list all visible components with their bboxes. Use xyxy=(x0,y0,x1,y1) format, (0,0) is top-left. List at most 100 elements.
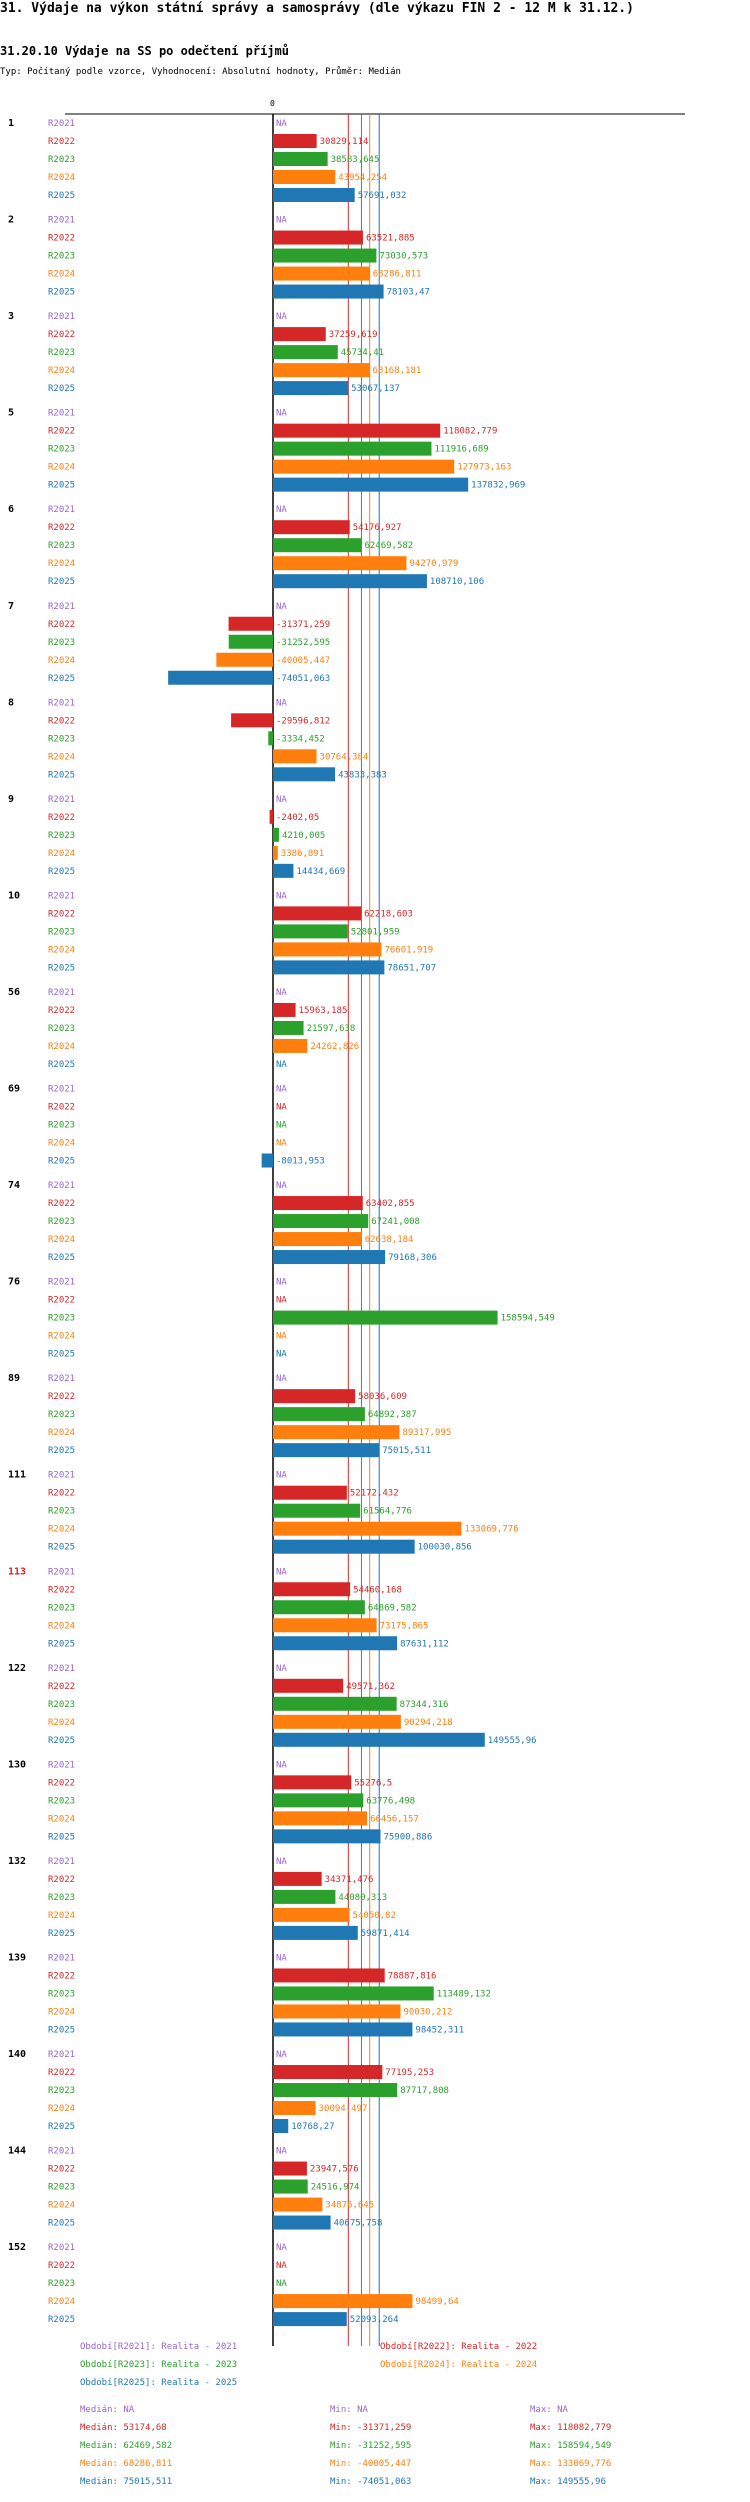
series-label: R2021 xyxy=(48,891,75,901)
series-label: R2023 xyxy=(48,2183,75,2193)
chart-type-line: Typ: Počítaný podle vzorce, Vyhodnocení:… xyxy=(0,67,401,77)
bar xyxy=(273,1696,397,1711)
data-label: 30094,497 xyxy=(319,2104,368,2114)
bar xyxy=(273,538,362,553)
series-label: R2025 xyxy=(48,2315,75,2325)
series-label: R2024 xyxy=(48,1621,75,1631)
na-label: NA xyxy=(276,698,287,708)
na-label: NA xyxy=(276,795,287,805)
data-label: 30829,114 xyxy=(320,137,369,147)
series-label: R2022 xyxy=(48,1585,75,1595)
series-label: R2022 xyxy=(48,1103,75,1113)
bar xyxy=(273,906,362,921)
na-label: NA xyxy=(276,1181,287,1191)
group-label: 69 xyxy=(8,1084,20,1095)
series-label: R2022 xyxy=(48,813,75,823)
legend-stat-median: Medián: 75015,511 xyxy=(80,2477,173,2487)
bar xyxy=(273,2004,401,2019)
data-label: 15963,185 xyxy=(299,1006,348,1016)
series-label: R2022 xyxy=(48,1971,75,1981)
bar xyxy=(273,1038,308,1053)
na-label: NA xyxy=(276,2050,287,2060)
bar xyxy=(273,1443,380,1458)
legend-stat-min: Min: NA xyxy=(330,2405,368,2415)
series-label: R2023 xyxy=(48,638,75,648)
series-label: R2022 xyxy=(48,1682,75,1692)
series-label: R2024 xyxy=(48,270,75,280)
series-label: R2022 xyxy=(48,427,75,437)
series-label: R2022 xyxy=(48,234,75,244)
series-label: R2025 xyxy=(48,1929,75,1939)
data-label: 67241,008 xyxy=(371,1217,420,1227)
bar xyxy=(273,363,370,378)
data-label: 73030,573 xyxy=(379,252,428,262)
series-label: R2024 xyxy=(48,1235,75,1245)
data-label: 52172,432 xyxy=(350,1489,399,1499)
series-label: R2025 xyxy=(48,384,75,394)
data-label: 57691,032 xyxy=(358,191,407,201)
series-label: R2021 xyxy=(48,2243,75,2253)
series-label: R2023 xyxy=(48,252,75,262)
series-label: R2021 xyxy=(48,602,75,612)
data-label: -8013,953 xyxy=(276,1157,325,1167)
data-label: 34876,645 xyxy=(325,2201,374,2211)
series-label: R2024 xyxy=(48,1139,75,1149)
na-label: NA xyxy=(276,2147,287,2157)
bar xyxy=(273,381,349,396)
data-label: -31371,259 xyxy=(276,620,330,630)
series-label: R2022 xyxy=(48,1006,75,1016)
series-label: R2021 xyxy=(48,1664,75,1674)
series-label: R2021 xyxy=(48,1857,75,1867)
series-label: R2023 xyxy=(48,541,75,551)
data-label: 38583,645 xyxy=(331,155,380,165)
data-label: 75015,511 xyxy=(382,1446,431,1456)
series-label: R2025 xyxy=(48,2122,75,2132)
data-label: 75900,886 xyxy=(383,1832,432,1842)
na-label: NA xyxy=(276,312,287,322)
data-label: 79168,306 xyxy=(388,1253,437,1263)
legend-item: Období[R2023]: Realita - 2023 xyxy=(80,2360,238,2370)
legend-stat-median: Medián: 53174,68 xyxy=(80,2423,167,2433)
na-label: NA xyxy=(276,891,287,901)
data-label: 87631,112 xyxy=(400,1639,449,1649)
series-label: R2021 xyxy=(48,1181,75,1191)
bar xyxy=(273,1793,364,1808)
na-label: NA xyxy=(276,1350,287,1360)
series-label: R2023 xyxy=(48,1410,75,1420)
data-label: 87344,316 xyxy=(400,1700,449,1710)
bar xyxy=(273,423,441,438)
bar xyxy=(273,1968,385,1983)
page-title: 31. Výdaje na výkon státní správy a samo… xyxy=(0,1,634,16)
data-label: 127973,163 xyxy=(457,463,511,473)
legend-stat-max: Max: NA xyxy=(530,2405,568,2415)
bar xyxy=(273,924,348,939)
data-label: 137832,969 xyxy=(471,481,525,491)
na-label: NA xyxy=(276,1664,287,1674)
bar xyxy=(273,1889,336,1904)
bar xyxy=(273,960,385,975)
series-label: R2022 xyxy=(48,1778,75,1788)
bar xyxy=(273,1829,381,1844)
legend-item: Období[R2024]: Realita - 2024 xyxy=(380,2360,538,2370)
na-label: NA xyxy=(276,1374,287,1384)
series-label: R2023 xyxy=(48,734,75,744)
series-label: R2025 xyxy=(48,963,75,973)
series-label: R2024 xyxy=(48,2201,75,2211)
na-label: NA xyxy=(276,1760,287,1770)
series-label: R2021 xyxy=(48,119,75,129)
na-label: NA xyxy=(276,1567,287,1577)
legend-stat-min: Min: -31371,259 xyxy=(330,2423,412,2433)
data-label: 58036,609 xyxy=(358,1392,407,1402)
series-label: R2023 xyxy=(48,1989,75,1999)
series-label: R2022 xyxy=(48,2261,75,2271)
data-label: 98499,64 xyxy=(415,2297,458,2307)
bar xyxy=(273,2197,323,2212)
series-label: R2025 xyxy=(48,1446,75,1456)
group-label: 5 xyxy=(8,408,14,419)
series-label: R2024 xyxy=(48,752,75,762)
data-label: -74051,063 xyxy=(276,674,330,684)
data-label: 98452,311 xyxy=(415,2025,464,2035)
na-label: NA xyxy=(276,602,287,612)
bar xyxy=(273,1020,304,1035)
series-label: R2023 xyxy=(48,348,75,358)
